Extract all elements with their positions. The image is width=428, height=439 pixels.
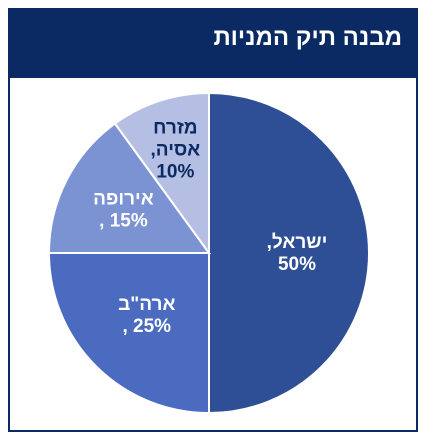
slice-label-line: 25% , [122, 316, 171, 337]
pie-slice-israel [208, 91, 370, 415]
slice-label-line: אסיה, [151, 140, 201, 161]
slice-label-line: מזרח [153, 118, 197, 139]
slice-label-line: ארה"ב [118, 294, 175, 315]
pie-slice-usa [47, 252, 210, 415]
chart-header: מבנה תיק המניות [10, 10, 416, 78]
slice-label-line: 15% , [99, 210, 148, 231]
slice-label-usa: ארה"ב 25% , [118, 294, 175, 337]
pie-slices [47, 91, 370, 415]
slice-label-israel: ישראל, 50% [267, 232, 328, 275]
chart-title: מבנה תיק המניות [213, 24, 402, 51]
slice-label-line: 10% [156, 162, 194, 183]
slice-label-asia: מזרח אסיה, 10% [151, 118, 201, 183]
pie-labels: ישראל, 50%ארה"ב 25% ,אירופה 15% ,מזרח אסיה, 1… [93, 118, 327, 338]
slice-label-line: ישראל, [267, 232, 328, 253]
slice-label-europe: אירופה 15% , [93, 188, 154, 231]
slice-label-line: 50% [278, 254, 316, 275]
pie-slice-europe [47, 122, 211, 254]
slice-label-line: אירופה [93, 188, 154, 209]
pie-slice-asia [113, 91, 210, 257]
